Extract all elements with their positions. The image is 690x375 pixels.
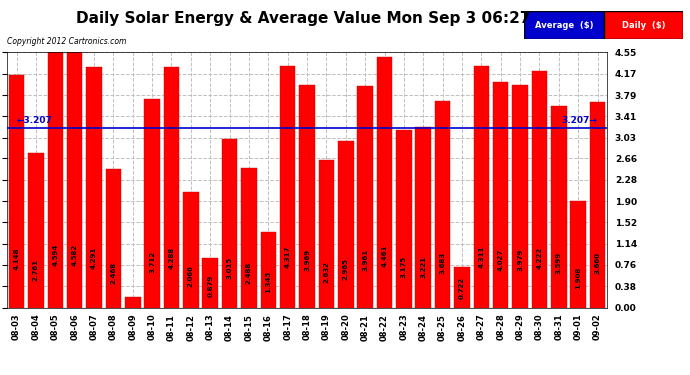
- Text: 3.207→: 3.207→: [562, 116, 598, 125]
- Bar: [435, 101, 451, 308]
- Text: 3.961: 3.961: [362, 249, 368, 272]
- Text: 4.222: 4.222: [536, 247, 542, 269]
- Bar: [67, 51, 82, 308]
- Bar: [377, 57, 392, 308]
- Text: 4.461: 4.461: [382, 245, 388, 267]
- Text: Copyright 2012 Cartronics.com: Copyright 2012 Cartronics.com: [7, 38, 126, 46]
- Bar: [338, 141, 353, 308]
- Text: 2.488: 2.488: [246, 261, 252, 284]
- Text: Average  ($): Average ($): [535, 21, 593, 30]
- Text: 0.879: 0.879: [207, 275, 213, 297]
- Bar: [532, 71, 547, 308]
- Text: 4.311: 4.311: [478, 246, 484, 268]
- Text: 1.345: 1.345: [266, 271, 271, 293]
- Bar: [454, 267, 470, 308]
- Bar: [319, 160, 334, 308]
- Text: 3.969: 3.969: [304, 249, 310, 272]
- Text: ←3.207: ←3.207: [17, 116, 52, 125]
- Bar: [106, 169, 121, 308]
- Text: 2.468: 2.468: [110, 262, 117, 284]
- Bar: [48, 50, 63, 308]
- Text: 4.148: 4.148: [14, 248, 19, 270]
- Text: 1.908: 1.908: [575, 266, 581, 289]
- Bar: [183, 192, 199, 308]
- Text: 4.291: 4.291: [91, 246, 97, 268]
- Bar: [473, 66, 489, 308]
- Bar: [299, 85, 315, 308]
- Bar: [164, 67, 179, 308]
- Text: 3.660: 3.660: [595, 252, 600, 274]
- Bar: [125, 297, 141, 307]
- Text: 2.632: 2.632: [324, 261, 329, 283]
- Text: 3.599: 3.599: [555, 252, 562, 274]
- Text: 4.027: 4.027: [497, 249, 504, 271]
- FancyBboxPatch shape: [604, 11, 683, 39]
- Text: 3.175: 3.175: [401, 256, 407, 278]
- Bar: [493, 82, 509, 308]
- Text: Daily  ($): Daily ($): [622, 21, 665, 30]
- Bar: [241, 168, 257, 308]
- Text: 2.965: 2.965: [343, 258, 348, 280]
- Bar: [571, 201, 586, 308]
- Bar: [551, 106, 566, 308]
- Text: 3.979: 3.979: [517, 249, 523, 271]
- Text: 2.761: 2.761: [33, 260, 39, 282]
- Text: 3.015: 3.015: [226, 257, 233, 279]
- Text: 4.582: 4.582: [72, 244, 78, 266]
- FancyBboxPatch shape: [524, 11, 604, 39]
- Bar: [512, 84, 528, 308]
- Bar: [590, 102, 605, 308]
- Bar: [9, 75, 24, 307]
- Text: 4.288: 4.288: [168, 246, 175, 268]
- Text: 0.722: 0.722: [459, 277, 465, 298]
- Text: 4.317: 4.317: [285, 246, 290, 268]
- Text: 2.066: 2.066: [188, 266, 194, 287]
- Bar: [86, 67, 102, 308]
- Bar: [396, 129, 412, 308]
- Bar: [202, 258, 218, 308]
- Bar: [222, 138, 237, 308]
- Text: 3.712: 3.712: [149, 251, 155, 273]
- Text: 4.594: 4.594: [52, 244, 59, 266]
- Text: 3.221: 3.221: [420, 256, 426, 278]
- Bar: [415, 127, 431, 308]
- Bar: [280, 66, 295, 308]
- Bar: [357, 86, 373, 308]
- Bar: [144, 99, 160, 308]
- Bar: [261, 232, 276, 308]
- Text: 3.683: 3.683: [440, 252, 446, 274]
- Bar: [28, 153, 43, 308]
- Text: Daily Solar Energy & Average Value Mon Sep 3 06:27: Daily Solar Energy & Average Value Mon S…: [77, 11, 531, 26]
